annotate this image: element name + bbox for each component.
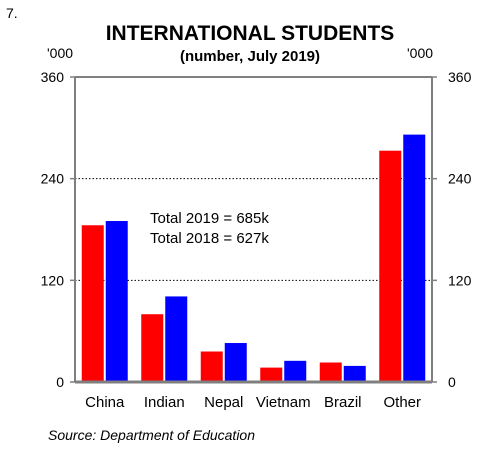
series-2019-bar <box>165 296 188 382</box>
category-labels: China Indian Nepal Vietnam Brazil Other <box>85 394 421 411</box>
series-2019-bar <box>105 221 128 382</box>
ytick-label-right: 120 <box>448 272 472 288</box>
annotation-total-2019: Total 2019 = 685k <box>150 210 269 227</box>
series-2019-bar <box>284 360 307 382</box>
category-label: Vietnam <box>256 394 311 411</box>
series-2018-bar <box>81 225 104 382</box>
series-2018-bar <box>141 314 164 382</box>
series-2019-bar <box>343 365 366 382</box>
ytick-label-left: 120 <box>41 272 65 288</box>
gridlines <box>75 178 432 281</box>
series-2018-bar <box>200 351 223 382</box>
ytick-label-right: 360 <box>448 69 472 85</box>
category-label: Other <box>383 394 421 411</box>
ytick-label-left: 0 <box>56 374 64 390</box>
source-note: Source: Department of Education <box>48 427 255 443</box>
category-label: Brazil <box>324 394 362 411</box>
unit-left: '000 <box>47 45 73 61</box>
series-2018-bar <box>379 150 402 382</box>
axes <box>70 76 437 384</box>
ytick-label-right: 0 <box>448 374 456 390</box>
series-2019-bar <box>224 343 247 382</box>
figure-number: 7. <box>6 5 18 21</box>
annotation-total-2018: Total 2018 = 627k <box>150 230 269 247</box>
category-label: Nepal <box>204 394 243 411</box>
series-2018-bar <box>260 367 283 382</box>
ytick-label-left: 360 <box>41 69 65 85</box>
tick-labels: 0 0 120 120 240 240 360 360 <box>41 69 472 390</box>
ytick-label-left: 240 <box>41 171 65 187</box>
category-label: China <box>85 394 125 411</box>
category-label: Indian <box>144 394 185 411</box>
ytick-label-right: 240 <box>448 171 472 187</box>
unit-right: '000 <box>407 45 433 61</box>
series-2019-bar <box>403 134 426 382</box>
chart-title: INTERNATIONAL STUDENTS <box>106 22 395 45</box>
chart-subtitle: (number, July 2019) <box>180 48 320 65</box>
bars <box>81 134 426 382</box>
series-2018-bar <box>319 362 342 382</box>
